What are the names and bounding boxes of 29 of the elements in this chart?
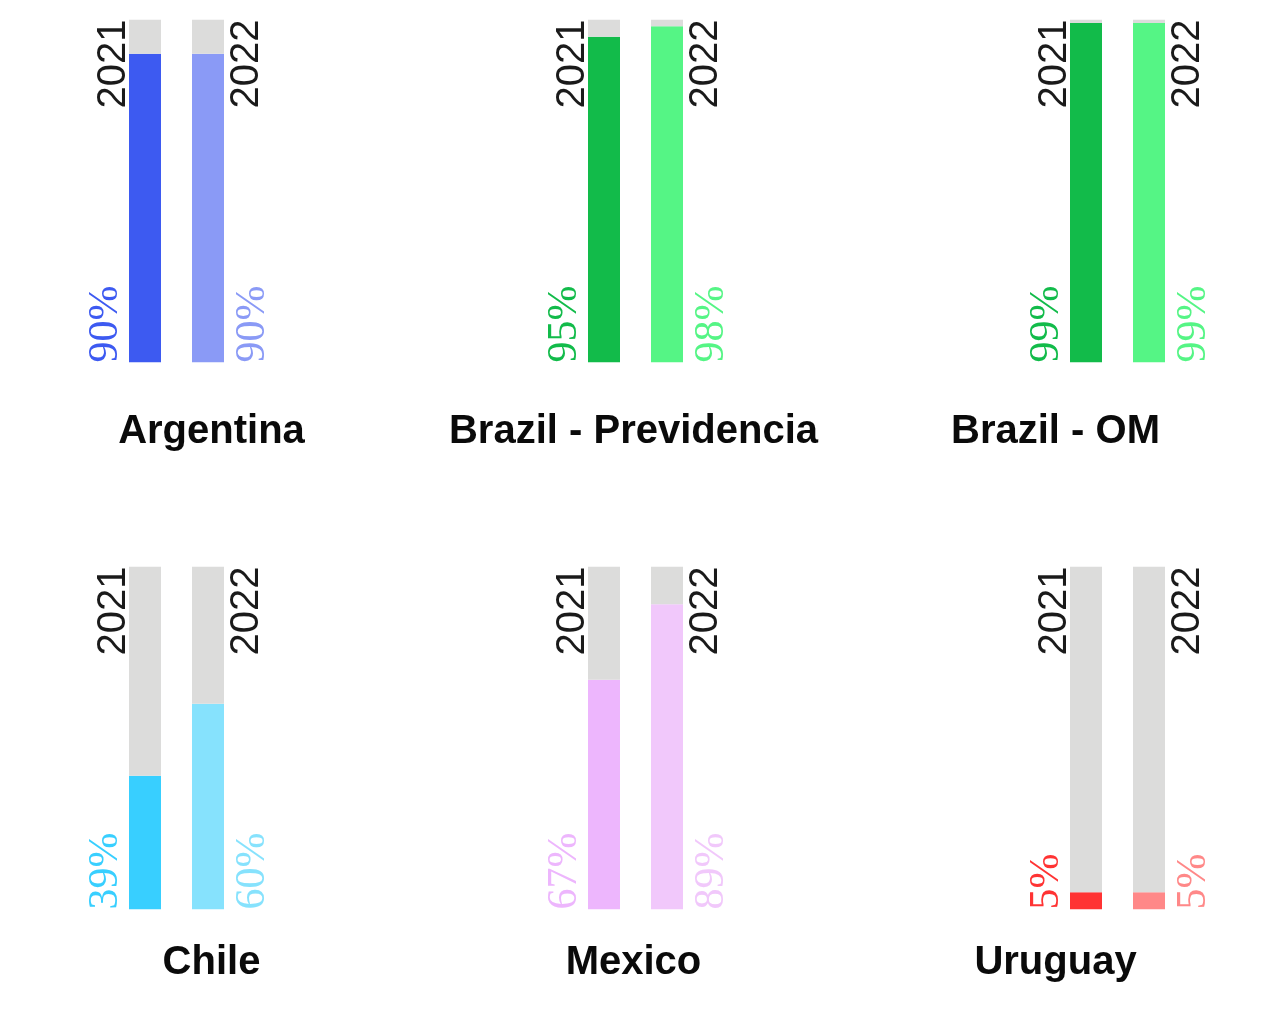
text: Argentina — [118, 406, 306, 451]
x-tick-label: 2021 — [1030, 19, 1074, 109]
data-label: 99% — [1168, 285, 1214, 363]
data-label: 67% — [539, 832, 585, 910]
x-tick-label: 2022 — [681, 19, 725, 109]
text: Brazil - OM — [951, 406, 1160, 451]
x-tick-label: 2021 — [1030, 566, 1074, 656]
data-label: 99% — [1021, 285, 1067, 363]
x-tick-label: 2022 — [681, 566, 725, 656]
data-label: 98% — [686, 285, 732, 363]
x-tick-label: 2021 — [548, 19, 592, 109]
data-label: 39% — [80, 832, 126, 910]
text: Mexico — [565, 937, 702, 982]
data-label: 90% — [227, 285, 273, 363]
x-tick-label: 2022 — [222, 566, 266, 656]
x-tick-label: 2022 — [1163, 566, 1207, 656]
x-tick-label: 2022 — [1163, 19, 1207, 109]
text: Brazil - Previdencia — [448, 406, 819, 451]
x-tick-label: 2021 — [548, 566, 592, 656]
x-tick-label: 2021 — [89, 19, 133, 109]
text: Chile — [162, 937, 261, 982]
data-label: 90% — [80, 285, 126, 363]
text: Uruguay — [974, 937, 1138, 982]
x-tick-label: 2022 — [222, 19, 266, 109]
x-tick-label: 2021 — [89, 566, 133, 656]
data-label: 5% — [1168, 853, 1214, 910]
data-label: 5% — [1021, 853, 1067, 910]
data-label: 60% — [227, 832, 273, 910]
data-label: 95% — [539, 285, 585, 363]
